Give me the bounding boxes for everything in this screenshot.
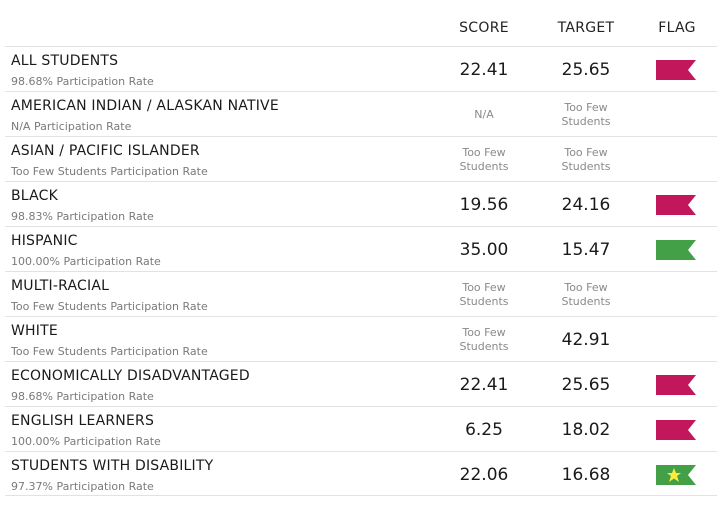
target-cell: 24.16 (540, 182, 632, 227)
score-value: 6.25 (465, 419, 503, 440)
target-cell: Too Few Students (540, 272, 632, 317)
target-cell: Too Few Students (540, 137, 632, 182)
table-header: SCORE TARGET FLAG (0, 0, 725, 46)
group-name: WHITE (11, 323, 58, 339)
group-name: ASIAN / PACIFIC ISLANDER (11, 143, 200, 159)
target-value: 15.47 (561, 239, 611, 260)
target-value: Too Few Students (561, 280, 611, 308)
participation-rate: 98.68% Participation Rate (11, 75, 154, 88)
red-flag-icon (656, 195, 696, 215)
target-value: 25.65 (561, 374, 611, 395)
participation-rate: Too Few Students Participation Rate (11, 165, 208, 178)
target-value: 42.91 (561, 329, 611, 350)
participation-rate: 100.00% Participation Rate (11, 255, 161, 268)
flag-column-header: FLAG (658, 20, 696, 36)
score-value: Too Few Students (459, 280, 509, 308)
target-cell: 18.02 (540, 407, 632, 452)
group-name: MULTI-RACIAL (11, 278, 110, 294)
target-value: 25.65 (561, 59, 611, 80)
participation-rate: 97.37% Participation Rate (11, 480, 154, 493)
red-flag-icon (656, 60, 696, 80)
target-cell: 15.47 (540, 227, 632, 272)
target-cell: 16.68 (540, 452, 632, 497)
group-name: AMERICAN INDIAN / ALASKAN NATIVE (11, 98, 279, 114)
score-value: 22.06 (459, 464, 509, 485)
score-cell: 22.41 (438, 362, 530, 407)
table-body: ALL STUDENTS 98.68% Participation Rate 22.… (5, 46, 717, 496)
table-row: ALL STUDENTS 98.68% Participation Rate 22.… (5, 46, 717, 91)
table-row: HISPANIC 100.00% Participation Rate 35.00 1… (5, 226, 717, 271)
score-cell: N/A (438, 92, 530, 137)
star-icon (667, 468, 681, 482)
group-name: ECONOMICALLY DISADVANTAGED (11, 368, 250, 384)
score-value: N/A (474, 107, 494, 121)
table-row: MULTI-RACIAL Too Few Students Participati… (5, 271, 717, 316)
score-cell: 22.41 (438, 47, 530, 92)
target-column-header: TARGET (557, 20, 615, 36)
target-cell: 25.65 (540, 47, 632, 92)
participation-rate: Too Few Students Participation Rate (11, 345, 208, 358)
score-value: Too Few Students (459, 325, 509, 353)
table-row: WHITE Too Few Students Participation Rate… (5, 316, 717, 361)
table-row: BLACK 98.83% Participation Rate 19.56 24.16 (5, 181, 717, 226)
group-name: HISPANIC (11, 233, 78, 249)
target-value: Too Few Students (561, 145, 611, 173)
table-row: STUDENTS WITH DISABILITY 97.37% Participa… (5, 451, 717, 496)
score-value: 35.00 (459, 239, 509, 260)
score-cell: 19.56 (438, 182, 530, 227)
table-row: ASIAN / PACIFIC ISLANDER Too Few Students… (5, 136, 717, 181)
group-name: ALL STUDENTS (11, 53, 119, 69)
group-name: STUDENTS WITH DISABILITY (11, 458, 214, 474)
score-cell: 6.25 (438, 407, 530, 452)
score-cell: Too Few Students (438, 272, 530, 317)
group-name: ENGLISH LEARNERS (11, 413, 155, 429)
table-row: AMERICAN INDIAN / ALASKAN NATIVE N/A Part… (5, 91, 717, 136)
participation-rate: Too Few Students Participation Rate (11, 300, 208, 313)
score-value: Too Few Students (459, 145, 509, 173)
score-value: 22.41 (459, 59, 509, 80)
target-value: 24.16 (561, 194, 611, 215)
green-flag-icon (656, 465, 696, 485)
participation-rate: 98.83% Participation Rate (11, 210, 154, 223)
participation-rate: N/A Participation Rate (11, 120, 132, 133)
target-cell: Too Few Students (540, 92, 632, 137)
target-value: 16.68 (561, 464, 611, 485)
target-value: Too Few Students (561, 100, 611, 128)
participation-rate: 100.00% Participation Rate (11, 435, 161, 448)
score-cell: 22.06 (438, 452, 530, 497)
target-cell: 25.65 (540, 362, 632, 407)
participation-rate: 98.68% Participation Rate (11, 390, 154, 403)
red-flag-icon (656, 375, 696, 395)
score-cell: 35.00 (438, 227, 530, 272)
group-name: BLACK (11, 188, 59, 204)
score-value: 22.41 (459, 374, 509, 395)
red-flag-icon (656, 420, 696, 440)
table-row: ENGLISH LEARNERS 100.00% Participation Ra… (5, 406, 717, 451)
score-value: 19.56 (459, 194, 509, 215)
target-cell: 42.91 (540, 317, 632, 362)
green-flag-icon (656, 240, 696, 260)
score-column-header: SCORE (459, 20, 509, 36)
target-value: 18.02 (561, 419, 611, 440)
score-cell: Too Few Students (438, 137, 530, 182)
table-row: ECONOMICALLY DISADVANTAGED 98.68% Partici… (5, 361, 717, 406)
score-cell: Too Few Students (438, 317, 530, 362)
